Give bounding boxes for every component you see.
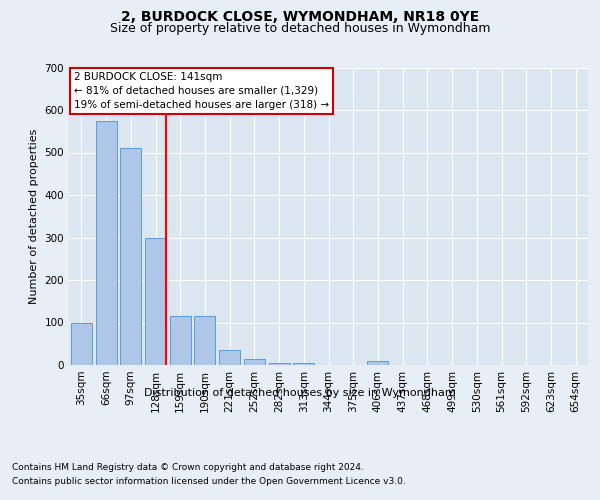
Text: Distribution of detached houses by size in Wymondham: Distribution of detached houses by size … bbox=[144, 388, 456, 398]
Bar bbox=[95, 120, 116, 365]
Text: Size of property relative to detached houses in Wymondham: Size of property relative to detached ho… bbox=[110, 22, 490, 35]
Bar bbox=[293, 363, 314, 365]
Bar bbox=[170, 316, 191, 365]
Bar bbox=[194, 316, 215, 365]
Bar bbox=[71, 322, 92, 365]
Bar bbox=[120, 148, 141, 365]
Text: 2, BURDOCK CLOSE, WYMONDHAM, NR18 0YE: 2, BURDOCK CLOSE, WYMONDHAM, NR18 0YE bbox=[121, 10, 479, 24]
Text: Contains public sector information licensed under the Open Government Licence v3: Contains public sector information licen… bbox=[12, 478, 406, 486]
Text: 2 BURDOCK CLOSE: 141sqm
← 81% of detached houses are smaller (1,329)
19% of semi: 2 BURDOCK CLOSE: 141sqm ← 81% of detache… bbox=[74, 72, 329, 110]
Bar bbox=[244, 358, 265, 365]
Bar bbox=[145, 238, 166, 365]
Bar bbox=[367, 361, 388, 365]
Text: Contains HM Land Registry data © Crown copyright and database right 2024.: Contains HM Land Registry data © Crown c… bbox=[12, 462, 364, 471]
Bar bbox=[269, 363, 290, 365]
Bar bbox=[219, 350, 240, 365]
Y-axis label: Number of detached properties: Number of detached properties bbox=[29, 128, 39, 304]
